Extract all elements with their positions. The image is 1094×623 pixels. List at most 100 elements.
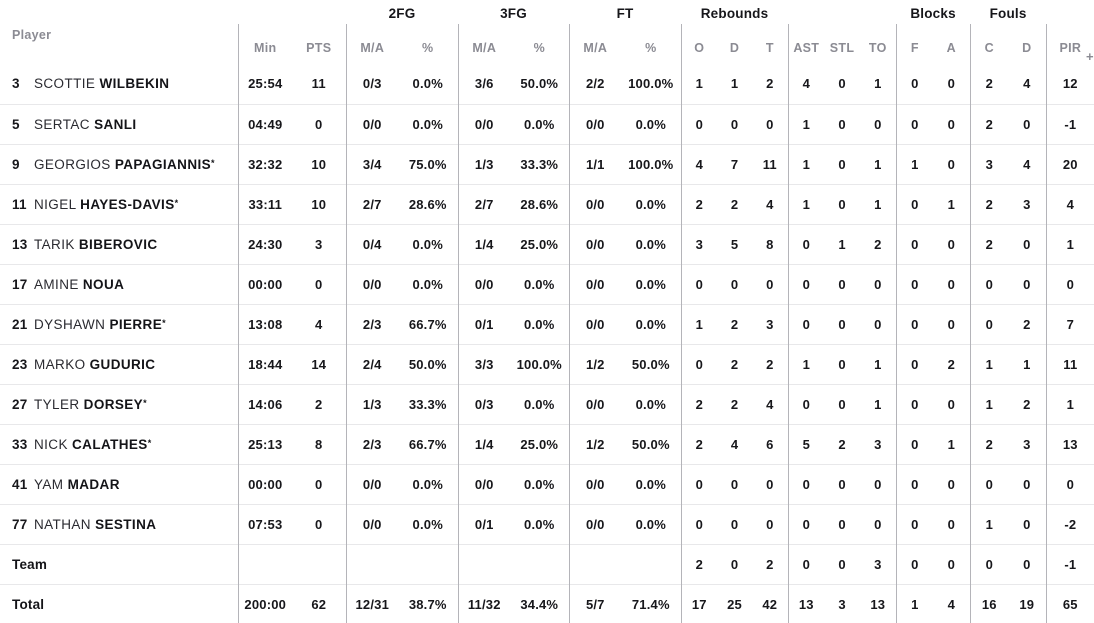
stat-3fg-ma: 0/0 [457, 103, 511, 144]
player-name[interactable]: 33 NICK CALATHES* [0, 423, 238, 464]
stat-ft-ma: 5/7 [568, 583, 622, 623]
stat-3fg-ma: 3/3 [457, 343, 511, 384]
player-first-name: GEORGIOS [34, 156, 115, 172]
stat-2fg-ma: 2/3 [345, 423, 398, 464]
player-first-name: AMINE [34, 276, 83, 292]
stat-reb-t: 2 [752, 343, 789, 384]
stat-ft-pct: 0.0% [621, 503, 682, 544]
stat-ast: 1 [787, 103, 825, 144]
starter-mark: * [147, 437, 152, 448]
player-name[interactable]: 3 SCOTTIE WILBEKIN [0, 64, 238, 104]
player-last-name: WILBEKIN [99, 76, 170, 92]
stat-reb-d: 2 [717, 343, 753, 384]
stat-ast: 0 [787, 303, 825, 344]
stat-2fg-ma: 0/4 [345, 223, 398, 264]
stat-ast: 0 [787, 263, 825, 304]
group-header-spacer [788, 0, 896, 24]
column-header-blk-a: A [946, 41, 956, 55]
stat-2fg-pct: 50.0% [398, 343, 459, 384]
player-number: 3 [12, 76, 20, 92]
stat-pir: -1 [1045, 543, 1094, 584]
player-name[interactable]: 77 NATHAN SESTINA [0, 503, 238, 544]
stat-reb-t: 11 [752, 143, 789, 184]
stat-3fg-ma: 1/3 [457, 143, 511, 184]
stat-foul-d: 3 [1008, 183, 1047, 224]
stat-pts: 0 [292, 103, 346, 144]
stat-reb-o: 0 [680, 263, 718, 304]
player-name[interactable]: 13 TARIK BIBEROVIC [0, 223, 238, 264]
starter-mark: * [174, 197, 179, 208]
column-header-ft-ma: M/A [568, 24, 622, 64]
stat-stl: 0 [824, 503, 861, 544]
stat-2fg-pct: 0.0% [398, 463, 459, 504]
stat-foul-c: 0 [969, 303, 1009, 344]
stat-ft-ma: 0/0 [568, 263, 622, 304]
stat-min: 33:11 [237, 183, 292, 224]
stat-stl: 0 [838, 76, 846, 92]
stat-ft-ma [568, 543, 622, 584]
stat-3fg-pct: 0.0% [510, 263, 570, 304]
stat-foul-d: 3 [1008, 423, 1047, 464]
stat-to: 1 [860, 183, 897, 224]
player-name[interactable]: 21 DYSHAWN PIERRE* [0, 303, 238, 344]
column-header-foul-d: D [1022, 41, 1032, 55]
stat-pir: 12 [1045, 64, 1094, 104]
stat-pts: 11 [311, 76, 326, 92]
stat-3fg-ma: 0/1 [457, 303, 511, 344]
stat-min: 200:00 [237, 583, 292, 623]
group-header-fouls: Fouls [989, 5, 1027, 21]
player-last-name: PIERRE [109, 316, 163, 332]
stat-ft-ma: 0/0 [568, 303, 622, 344]
stat-reb-t: 0 [752, 463, 789, 504]
player-first-name: DYSHAWN [34, 316, 110, 332]
stat-blk-a: 2 [933, 343, 971, 384]
stat-2fg-ma: 2/7 [345, 183, 398, 224]
stat-2fg-ma: 12/31 [345, 583, 398, 623]
stat-3fg-ma: 11/32 [457, 583, 511, 623]
stat-blk-f: 0 [895, 423, 934, 464]
stat-to: 1 [860, 143, 897, 184]
stat-3fg-ma: 0/0 [457, 463, 511, 504]
starter-mark: * [211, 157, 215, 168]
player-name[interactable]: 41 YAM MADAR [0, 463, 238, 504]
starter-mark: * [162, 317, 166, 328]
player-name[interactable]: 27 TYLER DORSEY* [0, 383, 238, 424]
stat-2fg-pct: 38.7% [398, 583, 459, 623]
player-name[interactable]: 11 NIGEL HAYES-DAVIS* [0, 183, 238, 224]
stat-reb-o: 1 [680, 64, 718, 104]
stat-foul-c: 2 [969, 103, 1009, 144]
stat-ft-pct: 0.0% [621, 103, 682, 144]
player-first-name: NIGEL [34, 196, 81, 212]
stat-2fg-pct: 66.7% [398, 303, 459, 344]
player-name[interactable]: 5 SERTAC SANLI [0, 103, 238, 144]
stat-pir: 13 [1045, 423, 1094, 464]
stat-ft-pct [621, 543, 682, 584]
stat-3fg-pct: 0.0% [510, 463, 570, 504]
group-header-spacer [0, 0, 346, 24]
stat-ast: 0 [787, 503, 825, 544]
stat-foul-c: 2 [969, 423, 1009, 464]
player-name[interactable]: 23 MARKO GUDURIC [0, 343, 238, 384]
player-last-name: SESTINA [95, 516, 157, 532]
column-header-row: Player Min PTS M/A % M/A % M/A % O D T A… [0, 24, 1094, 64]
stat-stl: 0 [824, 303, 861, 344]
stat-min: 00:00 [237, 263, 292, 304]
stat-min: 00:00 [237, 463, 292, 504]
player-row: 17 AMINE NOUA 00:00 0 0/0 0.0% 0/0 0.0% 0/0 0.0% 0… [0, 263, 1094, 304]
stat-reb-o: 0 [680, 103, 718, 144]
stat-to: 3 [860, 543, 897, 584]
stat-2fg-ma [345, 543, 398, 584]
player-first-name: YAM [34, 476, 68, 492]
player-name[interactable]: 9 GEORGIOS PAPAGIANNIS* [0, 143, 238, 184]
stat-3fg-ma: 1/4 [457, 423, 511, 464]
stat-foul-d: 0 [1008, 223, 1047, 264]
player-name[interactable]: 17 AMINE NOUA [0, 263, 238, 304]
player-first-name: TARIK [34, 236, 79, 252]
stat-ft-ma: 1/1 [568, 143, 622, 184]
stat-foul-c: 1 [969, 383, 1009, 424]
stat-reb-t: 2 [752, 543, 789, 584]
stat-ft-ma: 0/0 [568, 463, 622, 504]
stat-reb-o: 2 [680, 183, 718, 224]
stat-ft-ma: 0/0 [568, 103, 622, 144]
stat-blk-a: 0 [933, 383, 971, 424]
